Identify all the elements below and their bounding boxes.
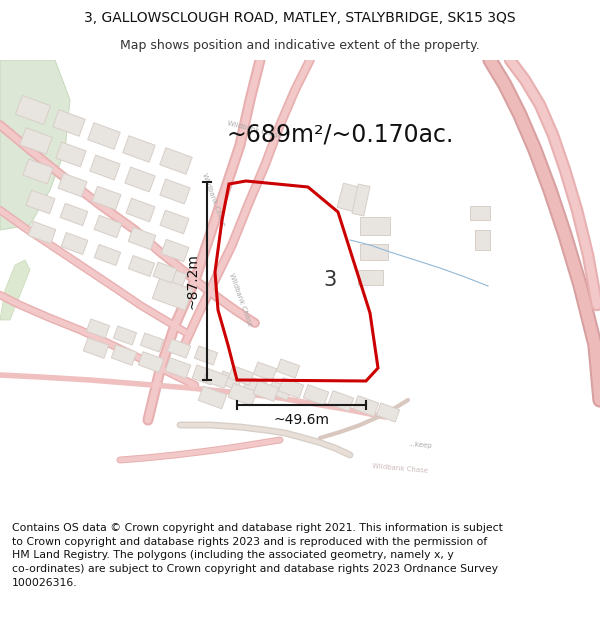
Text: Contains OS data © Crown copyright and database right 2021. This information is : Contains OS data © Crown copyright and d… bbox=[12, 523, 503, 588]
Bar bbox=[58, 173, 87, 197]
Bar bbox=[26, 190, 55, 214]
Bar bbox=[192, 365, 216, 385]
Bar bbox=[138, 352, 164, 372]
Bar bbox=[268, 381, 292, 400]
Bar bbox=[360, 217, 390, 235]
Text: Wildbank Chase: Wildbank Chase bbox=[372, 462, 428, 473]
Text: ~49.6m: ~49.6m bbox=[274, 413, 329, 427]
Bar bbox=[125, 167, 155, 192]
Bar bbox=[165, 357, 191, 378]
Text: ~689m²/~0.170ac.: ~689m²/~0.170ac. bbox=[226, 123, 454, 147]
Text: 3: 3 bbox=[323, 270, 337, 290]
Bar bbox=[244, 376, 266, 395]
Bar bbox=[20, 127, 52, 154]
Text: Map shows position and indicative extent of the property.: Map shows position and indicative extent… bbox=[120, 39, 480, 51]
Bar bbox=[277, 359, 299, 378]
Bar bbox=[90, 155, 120, 180]
Bar bbox=[253, 381, 279, 401]
Text: Wildbank Chase: Wildbank Chase bbox=[200, 173, 226, 228]
Bar bbox=[128, 256, 155, 276]
Bar bbox=[61, 232, 88, 254]
Text: Wildbank Chase: Wildbank Chase bbox=[227, 121, 283, 139]
Bar bbox=[303, 384, 329, 406]
Bar bbox=[358, 270, 383, 285]
Bar bbox=[123, 136, 155, 162]
Bar bbox=[113, 326, 137, 345]
Bar bbox=[126, 198, 155, 222]
Bar bbox=[328, 391, 354, 411]
Bar bbox=[23, 159, 53, 184]
Bar bbox=[218, 371, 242, 390]
Bar bbox=[160, 210, 189, 234]
Bar bbox=[228, 383, 257, 406]
Bar bbox=[161, 239, 189, 262]
Bar bbox=[160, 148, 192, 174]
Bar bbox=[86, 319, 110, 338]
Bar bbox=[94, 244, 121, 266]
Bar bbox=[160, 179, 190, 204]
Bar bbox=[16, 96, 50, 124]
Bar bbox=[111, 344, 137, 366]
Bar bbox=[160, 266, 187, 288]
Bar bbox=[376, 403, 400, 422]
Bar bbox=[83, 338, 109, 358]
Text: ...keep: ...keep bbox=[408, 441, 432, 449]
Bar bbox=[278, 378, 304, 398]
Text: ~87.2m: ~87.2m bbox=[185, 253, 199, 309]
Bar bbox=[88, 122, 120, 149]
Bar bbox=[194, 346, 218, 365]
Bar bbox=[28, 221, 56, 244]
Polygon shape bbox=[0, 260, 30, 320]
Bar bbox=[475, 230, 490, 250]
Bar bbox=[198, 386, 227, 409]
Bar bbox=[128, 228, 156, 249]
Bar bbox=[140, 333, 164, 352]
Bar bbox=[253, 362, 277, 381]
Bar bbox=[353, 396, 379, 416]
Bar bbox=[53, 110, 85, 136]
Bar bbox=[470, 206, 490, 220]
Bar bbox=[152, 278, 193, 311]
Bar bbox=[60, 203, 88, 226]
Bar bbox=[167, 339, 191, 358]
Bar bbox=[337, 183, 361, 212]
Text: Wildbank Chase: Wildbank Chase bbox=[227, 272, 253, 328]
Bar bbox=[153, 262, 177, 283]
Bar bbox=[92, 186, 121, 210]
Bar bbox=[94, 216, 122, 238]
Bar bbox=[229, 366, 254, 386]
Bar bbox=[360, 244, 388, 260]
Bar bbox=[56, 142, 86, 167]
Bar bbox=[352, 184, 370, 216]
Text: 3, GALLOWSCLOUGH ROAD, MATLEY, STALYBRIDGE, SK15 3QS: 3, GALLOWSCLOUGH ROAD, MATLEY, STALYBRID… bbox=[84, 11, 516, 25]
Bar bbox=[203, 369, 229, 388]
Polygon shape bbox=[0, 60, 70, 230]
